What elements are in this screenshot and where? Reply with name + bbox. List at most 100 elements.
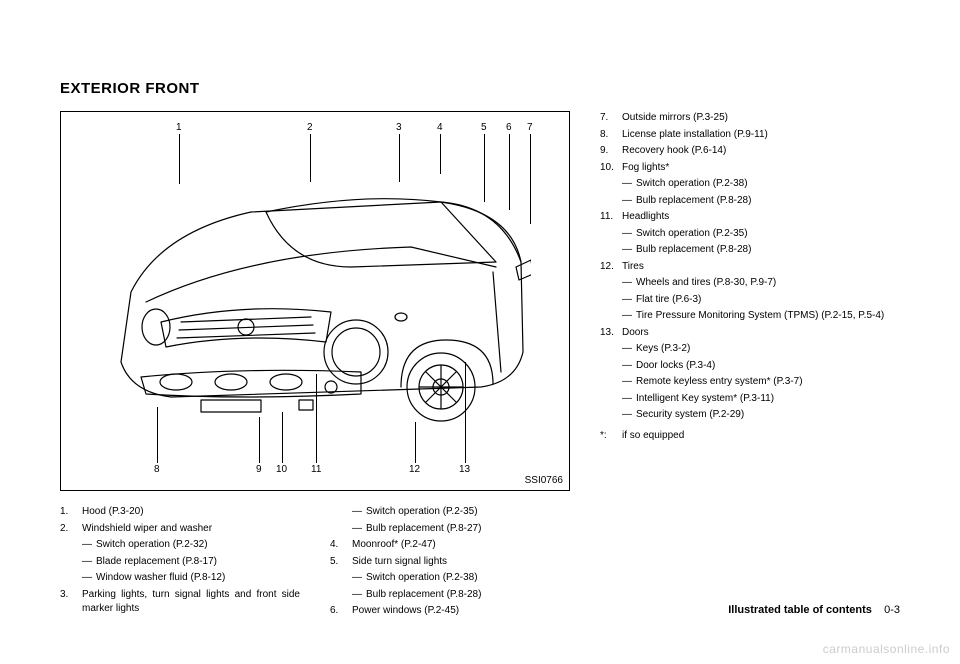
list-item-text: Headlights [622, 210, 900, 225]
dash-icon: — [622, 309, 636, 324]
list-subitem: —Switch operation (P.2-38) [622, 177, 900, 192]
list-item-text: Doors [622, 326, 900, 341]
footlist-col-b: —Switch operation (P.2-35)—Bulb replacem… [330, 505, 570, 621]
content-row: 1 2 3 4 5 6 7 8 [60, 111, 900, 621]
dash-icon: — [622, 243, 636, 258]
note-mark: *: [600, 429, 622, 444]
list-item-text: Side turn signal lights [352, 555, 570, 570]
dash-icon: — [622, 177, 636, 192]
list-item: 7.Outside mirrors (P.3-25) [600, 111, 900, 126]
list-subitem-text: Bulb replacement (P.8-28) [636, 243, 900, 258]
list-subitem: —Intelligent Key system* (P.3-11) [622, 392, 900, 407]
left-column: 1 2 3 4 5 6 7 8 [60, 111, 570, 621]
list-subitem: —Remote keyless entry system* (P.3-7) [622, 375, 900, 390]
list-subitem-text: Switch operation (P.2-38) [366, 571, 570, 586]
list-item-text: Moonroof* (P.2-47) [352, 538, 570, 553]
right-column: 7.Outside mirrors (P.3-25) 8.License plat… [600, 111, 900, 621]
list-item-num: 5. [330, 555, 352, 570]
dash-icon: — [352, 588, 366, 603]
list-subitem: —Wheels and tires (P.8-30, P.9-7) [622, 276, 900, 291]
list-item-num: 9. [600, 144, 622, 159]
list-subitem: —Door locks (P.3-4) [622, 359, 900, 374]
dash-icon: — [352, 522, 366, 537]
dash-icon: — [622, 359, 636, 374]
list-subitem-text: Switch operation (P.2-32) [96, 538, 300, 553]
list-item-num: 10. [600, 161, 622, 176]
section-heading: EXTERIOR FRONT [60, 80, 900, 97]
list-item: 13.Doors [600, 326, 900, 341]
dash-icon: — [622, 293, 636, 308]
list-subitem-text: Wheels and tires (P.8-30, P.9-7) [636, 276, 900, 291]
list-subitem: —Switch operation (P.2-38) [352, 571, 570, 586]
list-item-num: 13. [600, 326, 622, 341]
callout-num: 3 [396, 122, 402, 133]
manual-page: EXTERIOR FRONT 1 2 3 4 5 6 [0, 0, 960, 664]
callout-num: 6 [506, 122, 512, 133]
list-subitem-text: Switch operation (P.2-38) [636, 177, 900, 192]
footlist-col-a: 1.Hood (P.3-20)2.Windshield wiper and wa… [60, 505, 300, 621]
list-item-num: 6. [330, 604, 352, 619]
callout-num: 12 [409, 464, 420, 475]
page-footer: Illustrated table of contents 0-3 [728, 604, 900, 616]
list-item-text: Windshield wiper and washer [82, 522, 300, 537]
list-item: 2.Windshield wiper and washer [60, 522, 300, 537]
list-subitem-text: Bulb replacement (P.8-28) [636, 194, 900, 209]
list-subitem: —Tire Pressure Monitoring System (TPMS) … [622, 309, 900, 324]
note-text: if so equipped [622, 429, 900, 444]
list-item-num: 3. [60, 588, 82, 617]
list-subitem-text: Switch operation (P.2-35) [366, 505, 570, 520]
list-subitem-text: Security system (P.2-29) [636, 408, 900, 423]
dash-icon: — [352, 571, 366, 586]
list-subitem-text: Bulb replacement (P.8-27) [366, 522, 570, 537]
callout-num: 5 [481, 122, 487, 133]
list-item-num: 1. [60, 505, 82, 520]
list-item-text: Outside mirrors (P.3-25) [622, 111, 900, 126]
list-item: 8.License plate installation (P.9-11) [600, 128, 900, 143]
callout-num: 13 [459, 464, 470, 475]
list-subitem: —Bulb replacement (P.8-27) [352, 522, 570, 537]
list-item: 5.Side turn signal lights [330, 555, 570, 570]
callout-num: 11 [311, 464, 321, 475]
dash-icon: — [82, 538, 96, 553]
callout-leader [440, 134, 441, 174]
footer-page: 0-3 [884, 604, 900, 616]
car-illustration [101, 172, 531, 432]
list-subitem: —Bulb replacement (P.8-28) [352, 588, 570, 603]
list-item-num: 12. [600, 260, 622, 275]
list-item: 4.Moonroof* (P.2-47) [330, 538, 570, 553]
vehicle-diagram: 1 2 3 4 5 6 7 8 [60, 111, 570, 491]
dash-icon: — [622, 227, 636, 242]
dash-icon: — [82, 555, 96, 570]
diagram-inner: 1 2 3 4 5 6 7 8 [61, 112, 569, 490]
callout-num: 9 [256, 464, 262, 475]
list-item-num: 11. [600, 210, 622, 225]
list-item: 6.Power windows (P.2-45) [330, 604, 570, 619]
list-subitem: —Keys (P.3-2) [622, 342, 900, 357]
list-subitem-text: Tire Pressure Monitoring System (TPMS) (… [636, 309, 900, 324]
list-subitem-text: Window washer fluid (P.8-12) [96, 571, 300, 586]
list-item-text: Power windows (P.2-45) [352, 604, 570, 619]
dash-icon: — [622, 342, 636, 357]
list-subitem-text: Blade replacement (P.8-17) [96, 555, 300, 570]
list-subitem-text: Bulb replacement (P.8-28) [366, 588, 570, 603]
list-subitem-text: Door locks (P.3-4) [636, 359, 900, 374]
list-item: 12.Tires [600, 260, 900, 275]
callout-num: 7 [527, 122, 533, 133]
list-subitem: —Blade replacement (P.8-17) [82, 555, 300, 570]
list-subitem: —Switch operation (P.2-35) [352, 505, 570, 520]
list-item: 10.Fog lights* [600, 161, 900, 176]
list-subitem-text: Keys (P.3-2) [636, 342, 900, 357]
list-item: 11.Headlights [600, 210, 900, 225]
dash-icon: — [622, 194, 636, 209]
list-item-text: Hood (P.3-20) [82, 505, 300, 520]
list-item-text: Recovery hook (P.6-14) [622, 144, 900, 159]
list-item-num: 2. [60, 522, 82, 537]
list-subitem-text: Remote keyless entry system* (P.3-7) [636, 375, 900, 390]
dash-icon: — [82, 571, 96, 586]
watermark: carmanualsonline.info [823, 642, 950, 656]
equipped-note: *: if so equipped [600, 429, 900, 444]
dash-icon: — [352, 505, 366, 520]
dash-icon: — [622, 375, 636, 390]
diagram-code: SSI0766 [525, 475, 563, 486]
dash-icon: — [622, 276, 636, 291]
